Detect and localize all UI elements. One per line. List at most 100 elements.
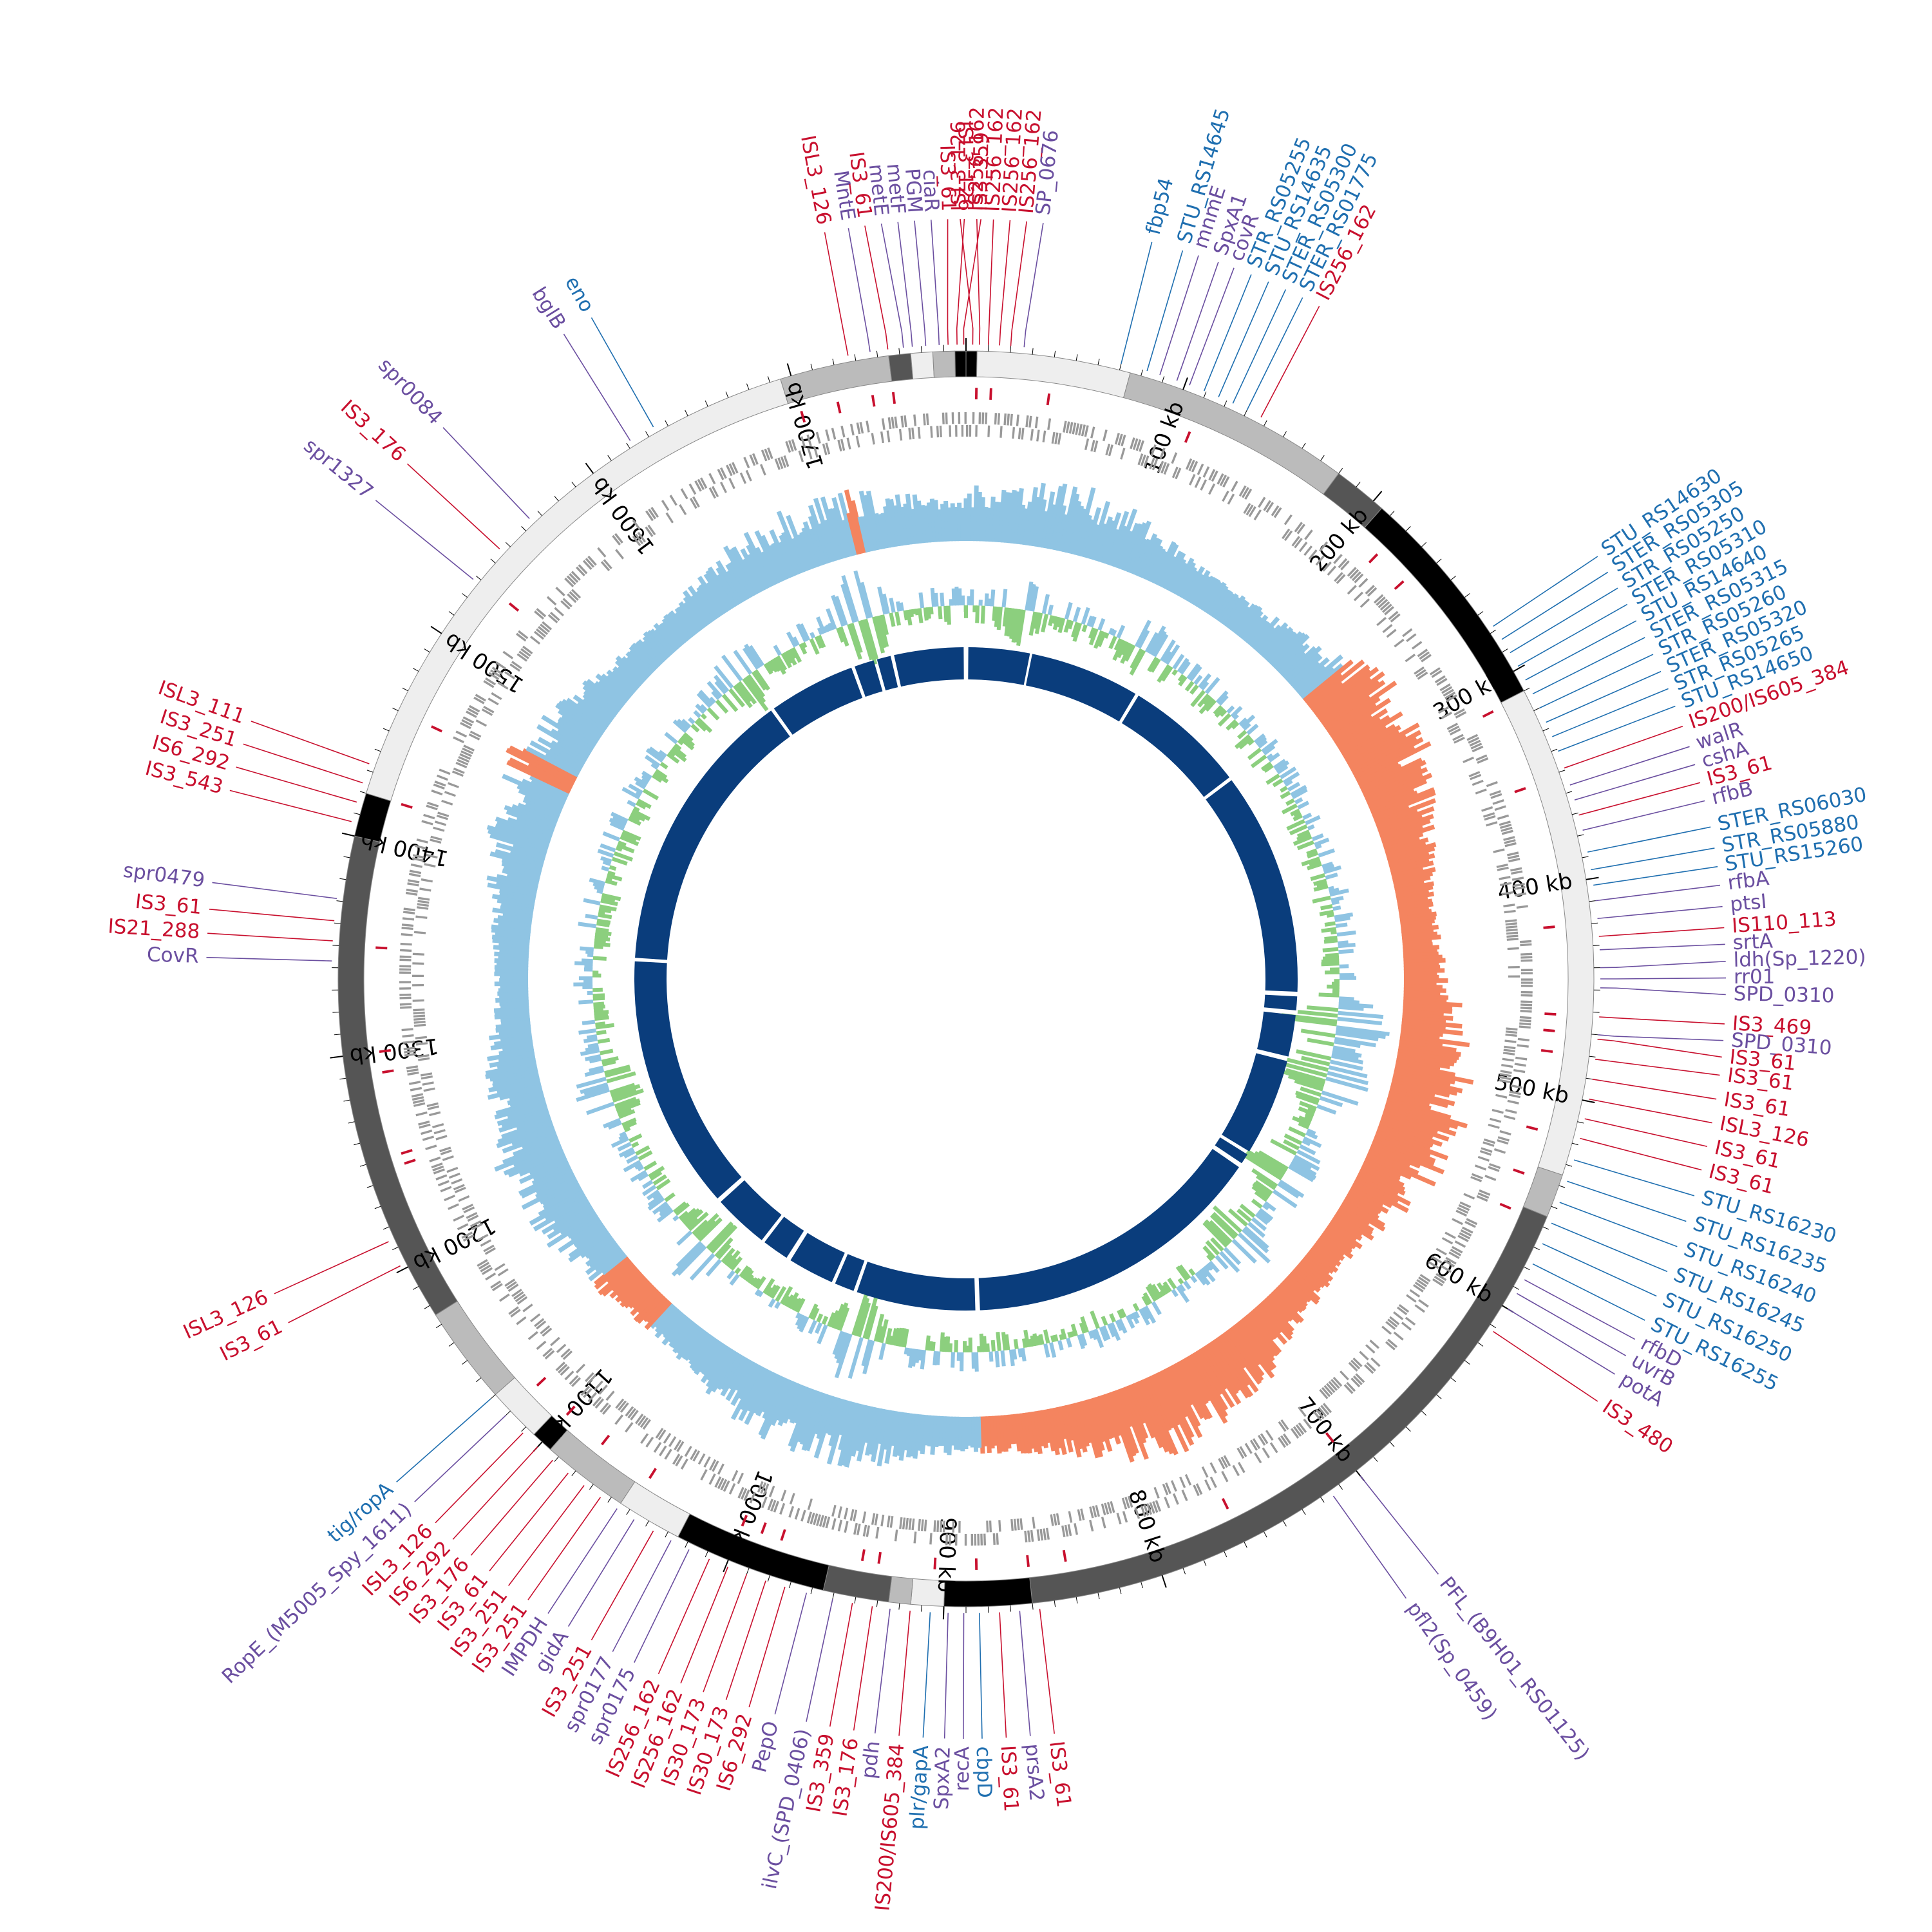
gc-skew-bar bbox=[1224, 1330, 1264, 1382]
gc-skew-bar bbox=[1126, 1384, 1146, 1425]
gene-stripe bbox=[431, 1162, 443, 1169]
gene-stripe bbox=[1441, 712, 1452, 719]
gene-stripe bbox=[418, 1120, 430, 1126]
gc-skew-bar bbox=[558, 717, 598, 745]
gc-content-bar bbox=[795, 623, 808, 643]
gc-content-bar bbox=[730, 1256, 743, 1271]
gc-content-bar bbox=[1274, 760, 1290, 772]
gc-content-bar bbox=[1202, 695, 1213, 706]
gene-stripe bbox=[1293, 1426, 1302, 1437]
scale-tick bbox=[1589, 1056, 1596, 1057]
gc-content-bar bbox=[942, 1336, 947, 1352]
gc-skew-bar bbox=[493, 945, 529, 952]
backbone-segment bbox=[888, 353, 914, 382]
label-leader bbox=[874, 1608, 891, 1734]
gene-stripe bbox=[1490, 1117, 1502, 1123]
gc-skew-bar bbox=[1316, 1238, 1345, 1262]
gc-content-bar bbox=[600, 843, 616, 853]
label-leader bbox=[1542, 1243, 1657, 1297]
gene-stripe bbox=[1253, 509, 1262, 520]
gc-content-bar bbox=[1157, 664, 1171, 683]
gc-content-bar bbox=[1088, 628, 1099, 646]
gc-content-bar bbox=[1290, 808, 1300, 817]
scale-tick bbox=[1464, 593, 1470, 598]
gc-content-bar bbox=[1116, 625, 1126, 639]
gc-skew-bar bbox=[1381, 1112, 1439, 1135]
gc-skew-bar bbox=[1352, 737, 1424, 777]
gene-stripe bbox=[412, 962, 424, 965]
gc-content-bar bbox=[825, 623, 832, 632]
gene-stripe bbox=[1429, 667, 1441, 676]
gc-content-bar bbox=[1307, 1106, 1316, 1113]
gc-skew-bar bbox=[630, 643, 659, 670]
label-leader bbox=[435, 1432, 524, 1524]
gene-stripe bbox=[1486, 821, 1498, 827]
gene-stripe bbox=[433, 1168, 445, 1175]
gc-content-bar bbox=[1193, 674, 1203, 685]
gc-skew-bar bbox=[1402, 1012, 1454, 1021]
gc-content-bar bbox=[1204, 677, 1220, 694]
gene-stripe bbox=[1089, 1506, 1094, 1519]
gene-stripe bbox=[1202, 466, 1210, 478]
scale-tick bbox=[1119, 363, 1122, 370]
gc-content-bar bbox=[1291, 788, 1308, 800]
gc-content-bar bbox=[990, 1340, 996, 1352]
gc-content-bar bbox=[1119, 1308, 1127, 1318]
gc-content-bar bbox=[653, 771, 669, 784]
gc-content-bar bbox=[1016, 609, 1026, 647]
gc-skew-bar bbox=[502, 1130, 556, 1154]
gene-stripe bbox=[798, 450, 804, 462]
gc-content-bar bbox=[611, 857, 628, 866]
gc-content-bar bbox=[1199, 1268, 1209, 1278]
gc-content-bar bbox=[834, 596, 848, 626]
gc-content-bar bbox=[1051, 616, 1057, 625]
gene-stripe bbox=[1262, 1447, 1271, 1459]
gene-stripe bbox=[1454, 736, 1465, 744]
scale-tick bbox=[1582, 856, 1589, 858]
gc-content-bar bbox=[893, 1327, 901, 1347]
gc-skew-bar bbox=[1343, 724, 1401, 761]
gc-skew-bar bbox=[1180, 570, 1199, 600]
gc-content-bar bbox=[1147, 656, 1159, 672]
gene-stripe bbox=[1503, 836, 1515, 841]
gc-skew-bar bbox=[1403, 1006, 1453, 1014]
gc-content-bar bbox=[989, 1351, 994, 1362]
gc-content-bar bbox=[1322, 864, 1335, 872]
synteny-block bbox=[634, 961, 742, 1198]
gc-content-bar bbox=[1296, 840, 1314, 851]
gc-skew-bar bbox=[1381, 1115, 1450, 1142]
gene-label: IS3_61 bbox=[996, 1745, 1023, 1812]
gene-stripe bbox=[399, 987, 412, 990]
gc-content-bar bbox=[1236, 1208, 1252, 1222]
gc-skew-bar bbox=[1300, 663, 1344, 701]
gc-content-bar bbox=[746, 1274, 754, 1283]
gc-skew-bar bbox=[516, 1115, 551, 1131]
scale-tick bbox=[396, 1266, 409, 1274]
gene-stripe bbox=[1406, 1294, 1417, 1303]
gene-stripe bbox=[639, 1417, 649, 1428]
gc-content-bar bbox=[618, 1109, 636, 1119]
gene-stripe bbox=[1387, 1318, 1398, 1328]
gene-stripe bbox=[840, 439, 846, 451]
gc-content-bar bbox=[816, 1313, 824, 1323]
gc-skew-bar bbox=[1206, 1342, 1242, 1392]
gc-content-bar bbox=[1251, 1198, 1263, 1209]
gene-stripe bbox=[399, 971, 412, 974]
gene-stripe bbox=[989, 1520, 992, 1533]
gene-stripe bbox=[575, 566, 585, 576]
gene-stripe bbox=[1497, 1139, 1509, 1145]
gene-stripe bbox=[1122, 1511, 1128, 1523]
gene-stripe bbox=[1421, 654, 1432, 663]
gc-content-bar bbox=[1032, 612, 1040, 629]
gc-skew-bar bbox=[1103, 528, 1120, 565]
is-marker bbox=[1544, 1012, 1557, 1016]
gc-content-bar bbox=[611, 1136, 629, 1148]
gene-stripe bbox=[1312, 1410, 1322, 1421]
gc-skew-bar bbox=[1280, 1280, 1308, 1308]
gene-stripe bbox=[1520, 952, 1533, 956]
gc-skew-bar bbox=[513, 1135, 559, 1157]
gene-stripe bbox=[675, 1455, 683, 1466]
gc-skew-bar bbox=[988, 497, 996, 542]
scale-tick bbox=[1302, 1509, 1306, 1515]
gc-skew-bar bbox=[892, 1412, 904, 1457]
